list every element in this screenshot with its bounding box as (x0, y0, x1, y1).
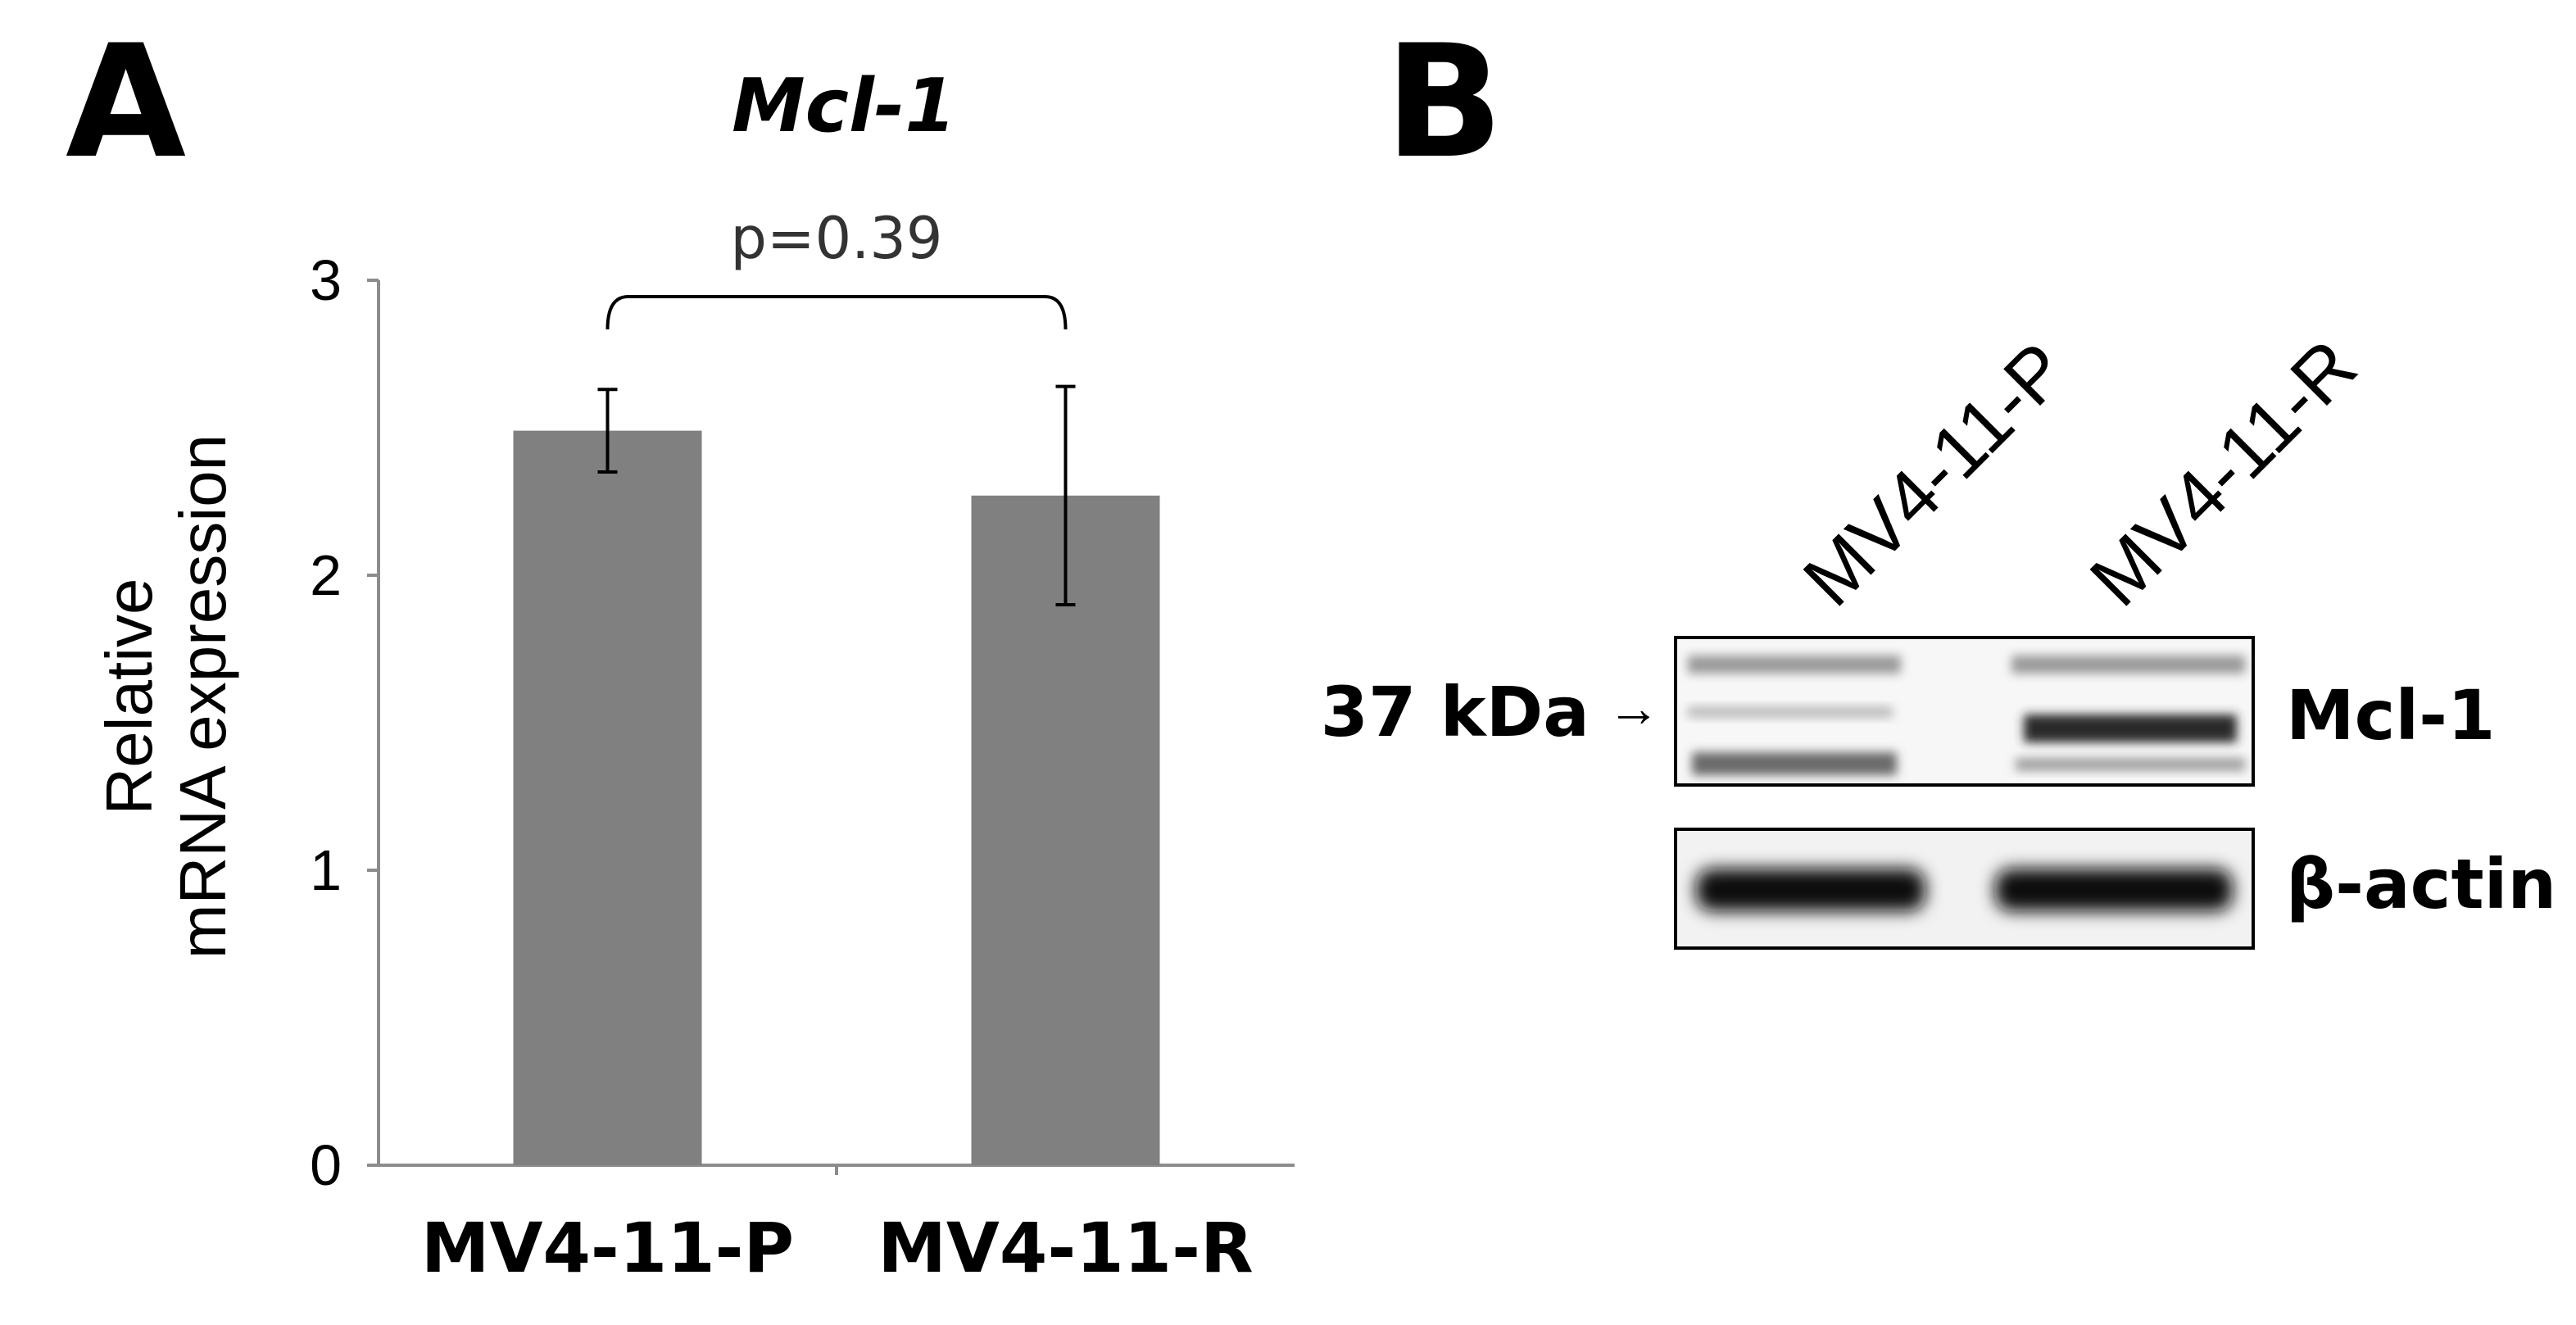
actin-bands (1696, 869, 2233, 911)
y-tick-label-0: 0 (310, 1133, 342, 1197)
band-label-actin: β-actin (2286, 844, 2556, 924)
x-tick-label-1: MV4-11-R (878, 1208, 1253, 1288)
lane-label-resistant: MV4-11-R (2075, 324, 2373, 622)
y-tick-label-2: 2 (310, 543, 342, 607)
chart-title: Mcl-1 (732, 63, 956, 149)
marker-label: 37 kDa (1321, 672, 1590, 752)
y-axis-label-line2: mRNA expression (166, 434, 239, 959)
marker-arrow: → (1608, 678, 1660, 737)
mcl1-bands (1688, 656, 2245, 775)
p-value-annotation: p=0.39 (731, 205, 943, 272)
panel-a-label: A (66, 11, 186, 193)
y-axis-label-line1: Relative (93, 578, 166, 815)
mcl1-blot (1674, 636, 2255, 787)
significance-bracket (605, 295, 1068, 330)
actin-blot (1674, 828, 2255, 950)
bar-chart: 0 1 2 3 MV4-11-P MV4-11-R p=0.39 (310, 205, 1295, 1288)
y-tick-label-1: 1 (310, 838, 342, 902)
x-tick-label-0: MV4-11-P (421, 1208, 794, 1288)
y-tick-label-3: 3 (310, 248, 342, 312)
band-label-mcl1: Mcl-1 (2286, 675, 2496, 756)
y-axis-label: Relative mRNA expression (93, 434, 239, 959)
bar-0 (513, 430, 702, 1165)
lane-label-parental: MV4-11-P (1788, 327, 2083, 622)
panel-b-label: B (1385, 11, 1503, 193)
bar-1 (971, 495, 1160, 1165)
